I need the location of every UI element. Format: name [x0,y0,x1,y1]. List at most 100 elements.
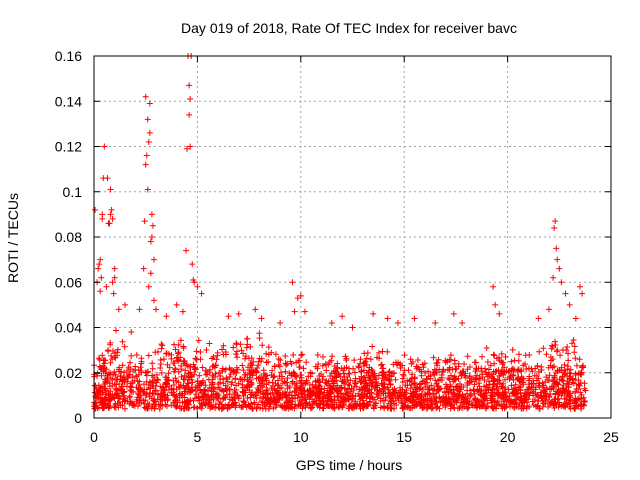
data-point [248,380,255,387]
data-point [337,390,344,397]
data-point [509,346,516,353]
data-point [275,392,282,399]
data-point [554,388,561,395]
data-point [445,390,452,397]
data-point [209,376,216,383]
data-point [352,375,359,382]
data-point [538,363,545,370]
data-point [244,383,251,390]
data-point [441,389,448,396]
data-point [426,386,433,393]
data-point-peak [95,265,102,272]
data-point [462,374,469,381]
data-point [252,391,259,398]
data-point [557,352,564,359]
data-point [471,387,478,394]
data-point [549,364,556,371]
data-point [366,393,373,400]
data-point-peak [572,315,579,322]
data-point [510,377,517,384]
data-point [572,399,579,406]
data-point [378,361,385,368]
data-point [271,386,278,393]
data-point [222,382,229,389]
data-point [122,397,129,404]
data-point-peak [111,274,118,281]
data-point-peak [252,306,259,313]
data-point [136,397,143,404]
data-point [511,357,518,364]
data-point [366,399,373,406]
data-point [548,345,555,352]
data-point [257,404,264,411]
data-point [181,358,188,365]
data-point [178,366,185,373]
data-point-peak [122,301,129,308]
data-point [403,387,410,394]
data-point [299,402,306,409]
data-point-peak [145,283,152,290]
data-point [300,365,307,372]
data-point [375,372,382,379]
data-point [226,386,233,393]
data-point [183,384,190,391]
data-point [325,378,332,385]
data-point [581,398,588,405]
data-point [163,374,170,381]
data-point [329,401,336,408]
data-point [362,377,369,384]
data-point [247,343,254,350]
data-point-peak [294,295,301,302]
data-point [244,335,251,342]
data-point [409,371,416,378]
data-point [513,401,520,408]
data-point [411,402,418,409]
data-point [199,364,206,371]
y-tick-label: 0.14 [55,93,82,109]
data-point [244,376,251,383]
data-point [228,381,235,388]
data-point [374,393,381,400]
data-point [237,376,244,383]
data-point [580,364,587,371]
data-point [99,383,106,390]
data-point [495,401,502,408]
data-point [551,363,558,370]
data-point-peak [551,224,558,231]
data-point [483,371,490,378]
data-point [155,401,162,408]
data-point [451,360,458,367]
data-point [427,375,434,382]
data-point [540,400,547,407]
data-point [281,378,288,385]
data-point [188,376,195,383]
data-point [269,389,276,396]
data-point [542,391,549,398]
data-point [119,338,126,345]
data-point [259,342,266,349]
data-point [406,378,413,385]
data-point [115,404,122,411]
data-point [268,349,275,356]
data-point [566,397,573,404]
data-point [567,394,574,401]
data-point [145,368,152,375]
data-point-peak [147,238,154,245]
data-point [212,370,219,377]
data-point [314,365,321,372]
data-point [527,386,534,393]
data-point [170,381,177,388]
data-point [530,402,537,409]
data-point [464,366,471,373]
data-point [381,404,388,411]
data-point-peak [194,283,201,290]
data-point [248,362,255,369]
data-point [523,365,530,372]
data-point [112,327,119,334]
data-point [495,392,502,399]
data-point-peak [115,306,122,313]
data-point [577,389,584,396]
data-point [576,382,583,389]
data-point [496,377,503,384]
data-point [146,378,153,385]
